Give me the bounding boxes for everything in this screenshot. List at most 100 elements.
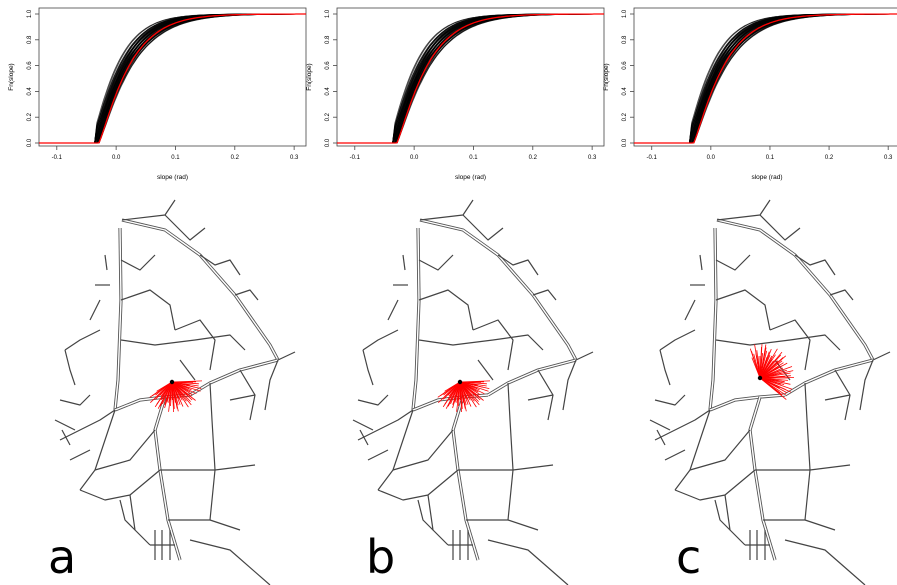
- trajectory: [171, 381, 196, 401]
- street: [487, 539, 569, 585]
- simulated-curve: [337, 13, 604, 144]
- street: [362, 329, 399, 351]
- simulated-curve: [39, 13, 306, 144]
- street-map-2: [352, 199, 594, 585]
- main-road-core: [419, 219, 577, 361]
- main-road-core: [121, 219, 279, 361]
- street: [466, 519, 539, 531]
- simulated-curve: [634, 13, 897, 144]
- simulated-curve: [337, 13, 604, 144]
- x-tick-label: -0.1: [350, 155, 361, 161]
- x-tick-label: 0.1: [766, 155, 775, 161]
- simulated-curve: [634, 13, 897, 144]
- street: [357, 409, 414, 441]
- y-tick-label: 1.0: [622, 9, 628, 18]
- simulated-curves: [39, 13, 307, 144]
- simulated-curve: [39, 13, 306, 144]
- simulated-curve: [634, 13, 897, 144]
- x-tick-label: -0.1: [647, 155, 658, 161]
- street: [492, 334, 544, 351]
- simulated-curve: [39, 13, 306, 144]
- origin-point: [169, 379, 175, 385]
- street: [497, 254, 539, 276]
- street: [654, 409, 711, 441]
- street: [387, 299, 399, 321]
- street: [367, 449, 389, 461]
- street: [352, 419, 374, 431]
- simulated-curve: [337, 13, 604, 144]
- street: [377, 469, 459, 501]
- y-tick-label: 0.4: [27, 87, 33, 96]
- simulated-curve: [39, 13, 306, 144]
- simulated-curve: [634, 13, 897, 144]
- x-tick-label: 0.2: [529, 155, 538, 161]
- y-tick-label: 0.0: [325, 138, 331, 147]
- main-road-core: [716, 219, 874, 361]
- x-axis-label: slope (rad): [751, 174, 782, 181]
- trajectory: [459, 381, 487, 385]
- simulated-curve: [337, 13, 605, 144]
- street: [418, 339, 494, 346]
- trajectory: [171, 381, 179, 412]
- simulated-curves: [337, 13, 605, 144]
- trajectory-fan: [437, 380, 491, 413]
- street: [532, 289, 557, 301]
- cdf-chart-2: 0.0 0.2 0.4 0.6 0.8 1.0 -0.1 0.0 0.1 0.2 0.3 slope …: [306, 7, 605, 181]
- simulated-curve: [634, 13, 897, 144]
- street: [61, 429, 71, 446]
- simulated-curve: [337, 13, 604, 144]
- trajectory: [149, 381, 173, 398]
- x-tick-label: 0.3: [884, 155, 893, 161]
- trajectory: [171, 381, 199, 385]
- panel-label-b: b: [366, 530, 395, 584]
- x-tick-label: 0.0: [410, 155, 419, 161]
- street: [759, 214, 801, 241]
- simulated-curve: [337, 13, 604, 144]
- street: [64, 329, 101, 351]
- x-tick-label: 0.3: [290, 155, 299, 161]
- simulated-curve: [39, 13, 306, 144]
- street: [715, 289, 771, 331]
- street: [724, 494, 746, 546]
- simulated-curve: [39, 13, 306, 144]
- trajectory: [759, 377, 785, 385]
- y-axis-label: Fn(slope): [8, 63, 15, 90]
- trajectory: [759, 372, 782, 379]
- cdf-charts: 0.0 0.2 0.4 0.6 0.8 1.0 -0.1 0.0 0.1 0.2 0.3 slope …: [8, 7, 897, 181]
- street: [417, 499, 434, 531]
- simulated-curve: [634, 13, 897, 144]
- trajectory: [459, 381, 480, 391]
- trajectory: [459, 381, 484, 401]
- simulated-curve: [39, 13, 306, 144]
- x-tick-label: -0.1: [52, 155, 63, 161]
- simulated-curve: [634, 13, 897, 144]
- simulated-curve: [39, 13, 306, 144]
- simulated-curve: [337, 13, 604, 144]
- simulated-curve: [39, 13, 306, 144]
- simulated-curve: [39, 13, 306, 144]
- simulated-curve: [634, 13, 897, 144]
- street-map-3: [649, 199, 891, 585]
- street: [714, 499, 731, 531]
- simulated-curve: [337, 13, 604, 144]
- simulated-curve: [337, 13, 604, 144]
- panel-labels: a b c: [48, 530, 701, 584]
- main-road-core: [189, 359, 279, 396]
- observed-curve: [337, 13, 604, 144]
- street: [664, 449, 686, 461]
- street: [763, 519, 836, 531]
- street: [715, 339, 791, 346]
- trajectory: [171, 381, 184, 407]
- trajectory: [459, 381, 467, 412]
- street: [654, 394, 686, 406]
- simulated-curve: [337, 13, 604, 144]
- street-maps: [54, 199, 891, 585]
- y-tick-label: 0.8: [622, 35, 628, 44]
- simulated-curve: [634, 13, 897, 144]
- simulated-curve: [634, 13, 897, 144]
- simulated-curve: [337, 13, 604, 144]
- cdf-chart-3: 0.0 0.2 0.4 0.6 0.8 1.0 -0.1 0.0 0.1 0.2 0.3 slope …: [603, 7, 897, 181]
- street: [199, 254, 241, 276]
- simulated-curve: [39, 13, 306, 144]
- trajectory: [171, 380, 203, 383]
